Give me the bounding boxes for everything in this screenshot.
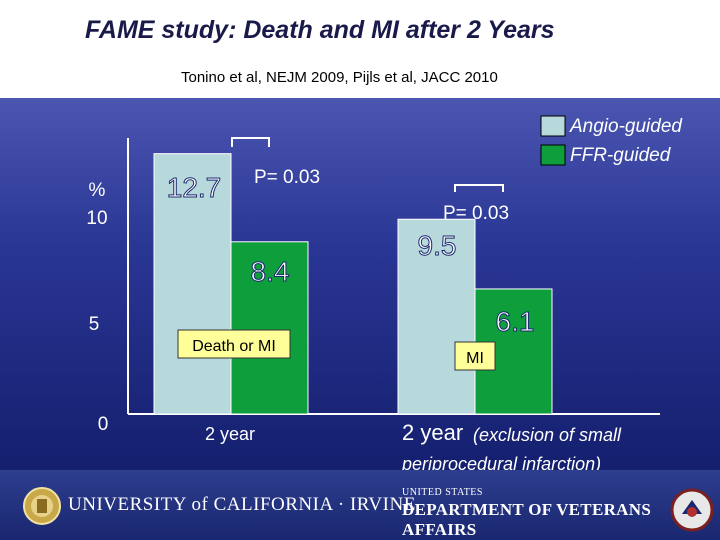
uci-logo-text: UNIVERSITY of CALIFORNIA · IRVINE bbox=[68, 494, 416, 515]
slide-subtitle: Tonino et al, NEJM 2009, Pijls et al, JA… bbox=[181, 69, 498, 86]
x-label-2-note: (exclusion of small bbox=[473, 425, 622, 445]
va-seal-icon bbox=[670, 488, 714, 532]
group-label-1: Death or MI bbox=[192, 338, 276, 355]
footer-band bbox=[0, 470, 720, 540]
legend-label-angio: Angio-guided bbox=[569, 116, 683, 137]
y-tick-label: 5 bbox=[89, 314, 100, 335]
group-label-2: MI bbox=[466, 350, 484, 367]
p-value-2: P= 0.03 bbox=[443, 203, 509, 224]
y-axis-label: % bbox=[89, 180, 106, 201]
y-tick-label: 0 bbox=[98, 414, 109, 435]
legend-swatch-ffr bbox=[540, 144, 566, 166]
x-label-2-note-2: periprocedural infarction) bbox=[401, 454, 601, 474]
header-band bbox=[0, 0, 720, 98]
x-label-1: 2 year bbox=[205, 424, 255, 444]
y-tick-label: 10 bbox=[86, 208, 107, 229]
va-line1: UNITED STATES bbox=[402, 487, 483, 498]
slide-title: FAME study: Death and MI after 2 Years bbox=[85, 16, 555, 44]
group-label-box-2 bbox=[454, 341, 496, 371]
bar-mi-angio bbox=[397, 218, 476, 415]
p-bracket-2 bbox=[454, 184, 504, 192]
p-value-1: P= 0.03 bbox=[254, 167, 320, 188]
value-label-mi-ffr: 6.1 bbox=[496, 306, 535, 337]
legend-swatch-angio bbox=[540, 115, 566, 137]
bar-death-mi-angio bbox=[153, 153, 232, 415]
value-label-mi-angio: 9.5 bbox=[418, 230, 457, 261]
x-label-2: 2 year bbox=[402, 420, 463, 445]
value-label-death-mi-angio: 12.7 bbox=[167, 172, 222, 203]
bar-death-mi-ffr bbox=[230, 241, 309, 415]
chart-background bbox=[0, 98, 720, 470]
p-bracket-1 bbox=[231, 137, 270, 147]
group-label-box-1 bbox=[177, 329, 291, 359]
va-line2: DEPARTMENT OF VETERANS AFFAIRS bbox=[402, 500, 652, 539]
legend-label-ffr: FFR-guided bbox=[570, 145, 672, 166]
value-label-death-mi-ffr: 8.4 bbox=[251, 256, 290, 287]
uci-seal-icon bbox=[23, 487, 61, 525]
